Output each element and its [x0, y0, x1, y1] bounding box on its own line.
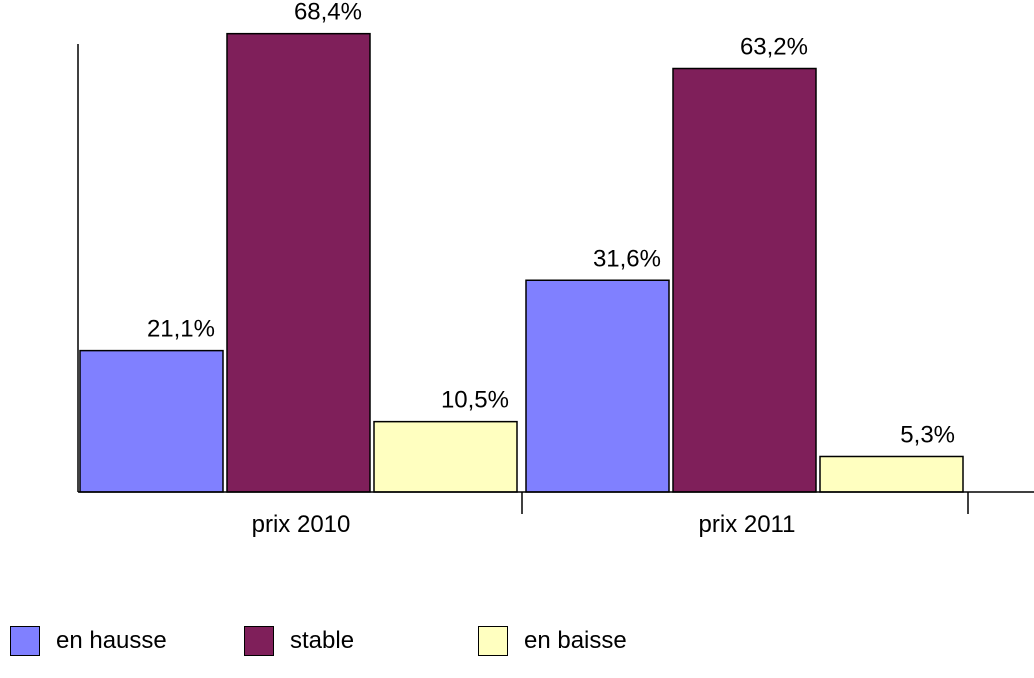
x-tick-label-1: prix 2011 [699, 511, 796, 538]
legend-item-en-hausse: en hausse [10, 626, 167, 656]
bar-en-hausse-1 [525, 279, 670, 493]
legend-item-stable: stable [244, 626, 354, 656]
legend-swatch-en-baisse [478, 626, 508, 656]
data-label-en-baisse-0: 10,5% [441, 387, 509, 414]
data-label-en-hausse-0: 21,1% [147, 316, 215, 343]
x-tick-label-0: prix 2010 [252, 511, 351, 538]
legend-swatch-en-hausse [10, 626, 40, 656]
legend-swatch-stable [244, 626, 274, 656]
legend-label-en-hausse: en hausse [56, 627, 167, 654]
data-label-stable-1: 63,2% [740, 34, 808, 61]
legend-label-stable: stable [290, 627, 355, 654]
legend-item-en-baisse: en baisse [478, 626, 627, 656]
bar-stable-0 [226, 32, 371, 493]
bar-en-baisse-0 [373, 420, 518, 493]
legend-label-en-baisse: en baisse [524, 627, 627, 654]
bar-stable-1 [672, 67, 817, 493]
data-label-stable-0: 68,4% [294, 0, 362, 26]
data-label-en-hausse-1: 31,6% [593, 245, 661, 272]
bar-chart: 21,1% 68,4% 10,5% prix 2010 31,6% 63,2% 5,3% pr… [77, 0, 1034, 538]
bar-en-baisse-1 [819, 455, 964, 493]
data-label-en-baisse-1: 5,3% [900, 421, 955, 448]
bar-en-hausse-0 [79, 349, 224, 493]
legend: en hausse stable en baisse [0, 612, 1034, 678]
